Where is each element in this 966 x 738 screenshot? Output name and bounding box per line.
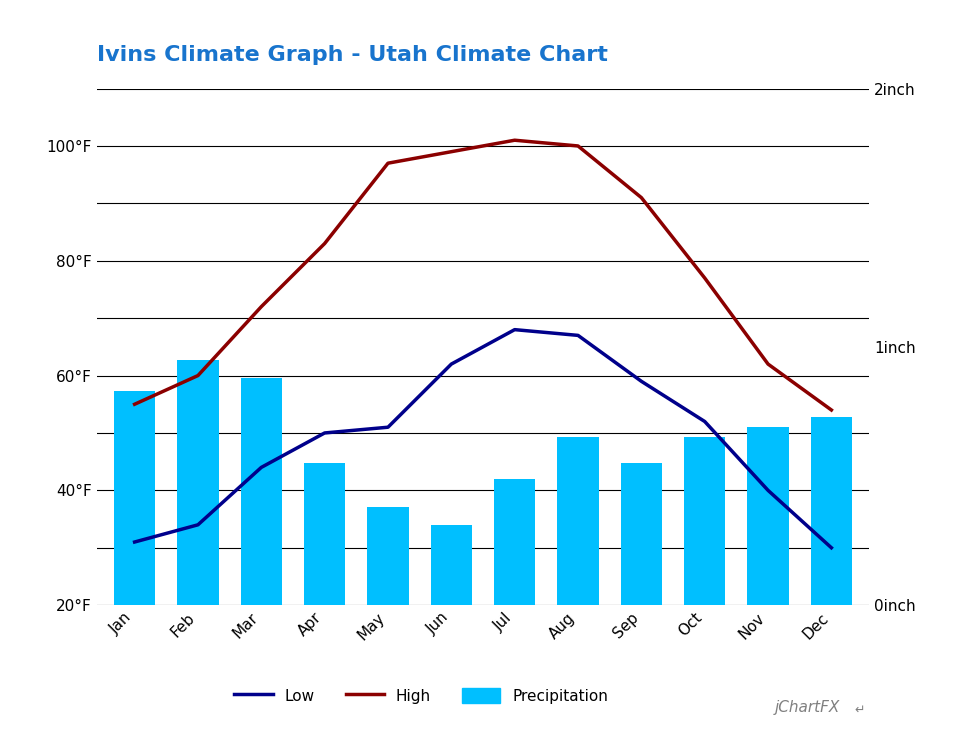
Legend: Low, High, Precipitation: Low, High, Precipitation [227,680,615,711]
Bar [684,437,725,605]
Bar [241,378,282,605]
Text: Ivins Climate Graph - Utah Climate Chart: Ivins Climate Graph - Utah Climate Chart [97,45,608,65]
Bar [621,463,662,605]
Text: ↵: ↵ [854,703,865,717]
Bar [431,525,472,605]
Bar [810,416,852,605]
Text: jChartFX: jChartFX [775,700,840,715]
Bar [114,391,156,605]
Bar [304,463,345,605]
Bar [748,427,788,605]
Bar [367,507,409,605]
Bar [178,359,218,605]
Bar [557,437,599,605]
Bar [494,478,535,605]
